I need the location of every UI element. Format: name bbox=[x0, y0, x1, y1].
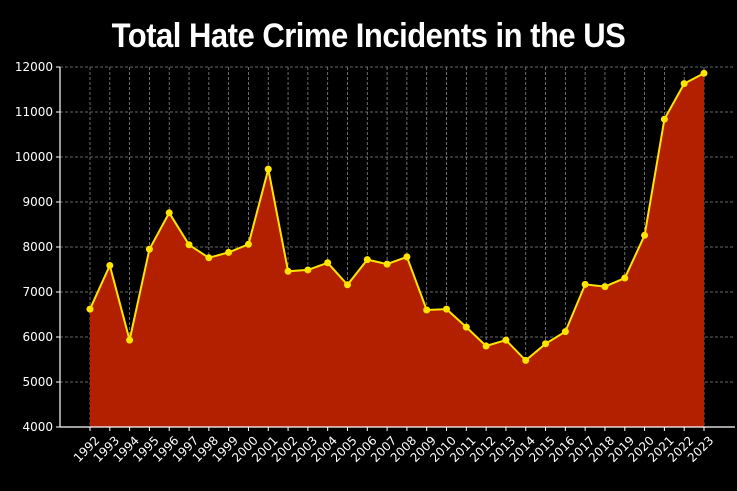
data-point bbox=[205, 254, 213, 262]
axes bbox=[56, 66, 735, 431]
data-points bbox=[86, 69, 708, 364]
data-point bbox=[126, 336, 134, 344]
y-tick-label: 9000 bbox=[22, 195, 53, 209]
y-tick-label: 7000 bbox=[22, 285, 53, 299]
y-tick-label: 5000 bbox=[22, 375, 53, 389]
data-point bbox=[343, 281, 351, 289]
data-point bbox=[581, 280, 589, 288]
data-point bbox=[284, 267, 292, 275]
y-tick-label: 6000 bbox=[22, 330, 53, 344]
data-point bbox=[304, 266, 312, 274]
data-point bbox=[324, 259, 332, 267]
y-tick-label: 8000 bbox=[22, 240, 53, 254]
data-point bbox=[522, 356, 530, 364]
chart-title: Total Hate Crime Incidents in the US bbox=[111, 15, 626, 56]
data-point bbox=[185, 241, 193, 249]
data-point bbox=[264, 165, 272, 173]
y-tick-labels: 4000 5000 6000 7000 8000 9000 10000 11000 12000 bbox=[15, 60, 53, 434]
data-point bbox=[363, 256, 371, 264]
data-point bbox=[145, 245, 153, 253]
data-point bbox=[482, 342, 490, 350]
y-tick-label: 12000 bbox=[15, 60, 53, 74]
data-point bbox=[621, 274, 629, 282]
data-point bbox=[561, 328, 569, 336]
data-point bbox=[680, 80, 688, 88]
data-point bbox=[641, 231, 649, 239]
y-tick-label: 11000 bbox=[15, 105, 53, 119]
data-point bbox=[225, 248, 233, 256]
x-tick-labels: 1992199319941995199619971998199920002001… bbox=[71, 433, 716, 464]
data-point bbox=[462, 323, 470, 331]
data-point bbox=[165, 209, 173, 217]
data-point bbox=[700, 69, 708, 77]
data-point bbox=[244, 240, 252, 248]
data-point bbox=[660, 115, 668, 123]
data-point bbox=[601, 283, 609, 291]
data-point bbox=[443, 305, 451, 313]
area-fill bbox=[90, 73, 704, 428]
data-point bbox=[502, 336, 510, 344]
data-point bbox=[423, 306, 431, 314]
data-point bbox=[403, 253, 411, 261]
y-tick-label: 4000 bbox=[22, 420, 53, 434]
data-point bbox=[86, 305, 94, 313]
data-point bbox=[383, 260, 391, 268]
data-point bbox=[542, 340, 550, 348]
y-tick-label: 10000 bbox=[15, 150, 53, 164]
data-point bbox=[106, 261, 114, 269]
